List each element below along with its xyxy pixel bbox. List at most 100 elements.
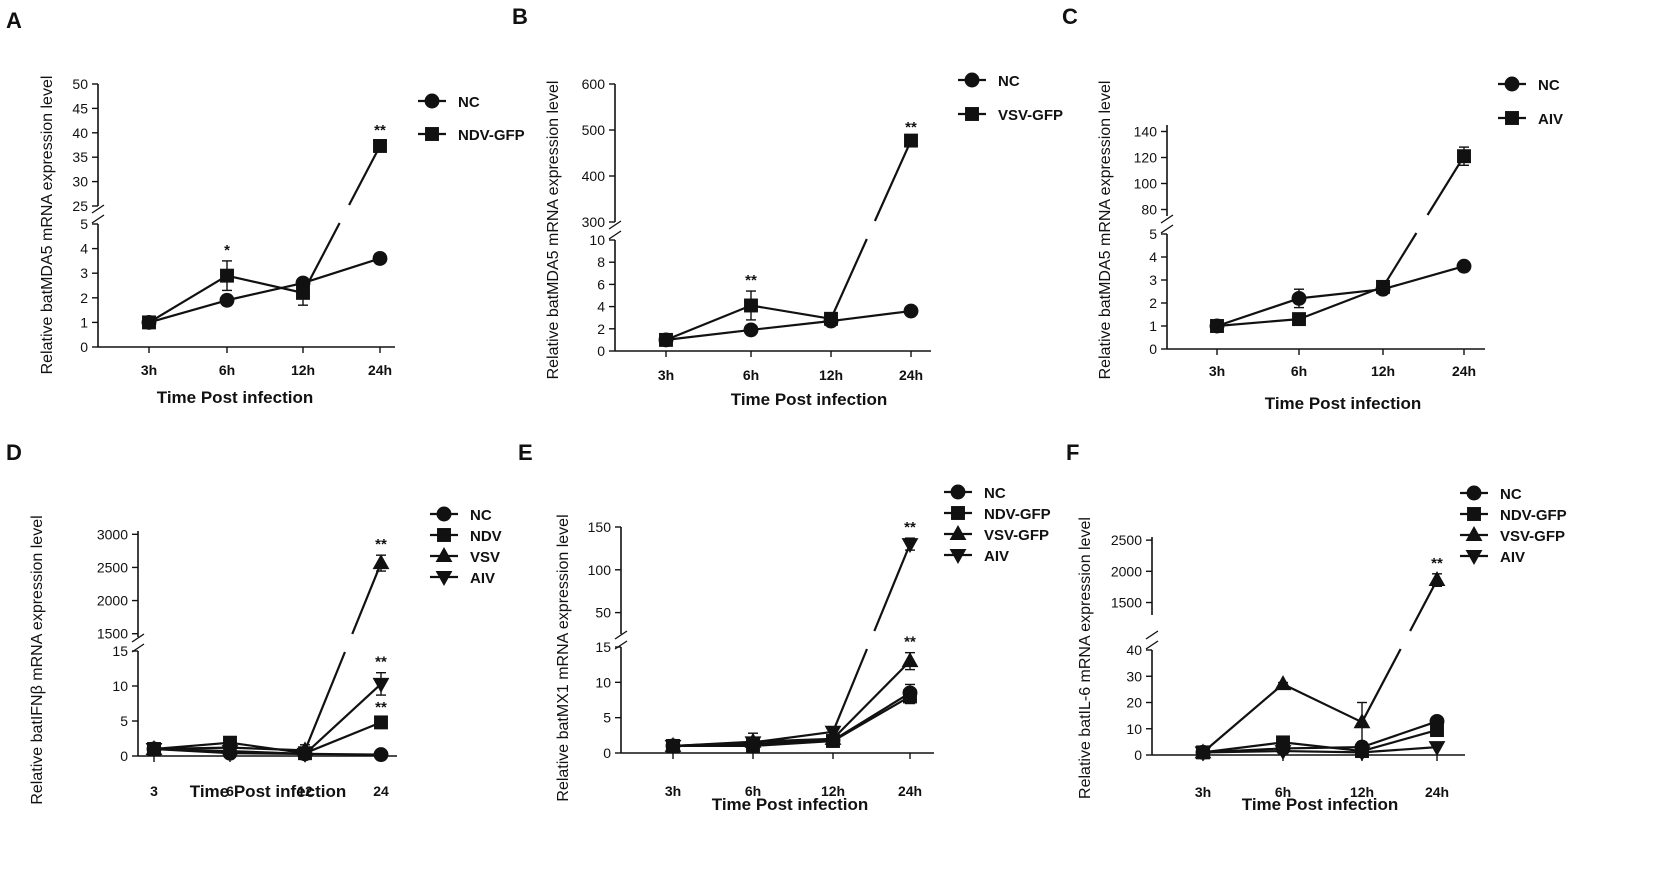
x-tick-label: 24h <box>368 362 392 378</box>
legend-item-aiv: AIV <box>1460 549 1525 566</box>
series-line-segment <box>830 309 912 323</box>
series-line-segment <box>1282 683 1363 724</box>
x-axis-title: Time Post infection <box>190 782 347 801</box>
significance-marker: ** <box>1431 555 1443 572</box>
series-line-segment <box>672 741 754 748</box>
data-point-triangle-down <box>372 677 390 693</box>
legend-item-vsv: VSV <box>430 547 500 566</box>
data-point-square <box>904 133 918 148</box>
series-nc <box>658 303 919 348</box>
y-tick-label: 35 <box>72 149 88 165</box>
legend-label: NC <box>998 73 1020 90</box>
data-point-triangle-down <box>145 743 163 758</box>
y-tick-label: 150 <box>588 519 612 535</box>
y-tick-label: 300 <box>582 214 606 230</box>
panel-c: C 80 100 120 140 0 1 2 3 4 5 3h 6h 12h 24h Time Post in… <box>1062 4 1563 413</box>
legend-item-aiv: AIV <box>944 548 1009 565</box>
y-tick-label: 2500 <box>1111 532 1142 548</box>
data-point-square <box>903 689 917 704</box>
series-nc <box>1209 258 1472 334</box>
series-line-segment <box>229 750 306 755</box>
series-line-segment <box>1361 729 1438 753</box>
legend-marker-triangle <box>949 525 967 540</box>
data-point-circle <box>372 251 388 266</box>
data-point-triangle <box>1274 675 1292 691</box>
x-tick-label: 12h <box>291 362 315 378</box>
series-line-segment <box>1202 683 1284 754</box>
x-tick-label: 3h <box>141 362 157 378</box>
panel-letter-c: C <box>1062 4 1078 29</box>
significance-marker: ** <box>375 536 387 553</box>
y-tick-label: 2 <box>80 290 88 306</box>
axis-break-mark <box>614 630 628 640</box>
legend-marker-square <box>1505 111 1519 125</box>
legend-marker-circle <box>964 72 980 88</box>
series-line-segment <box>829 238 868 320</box>
data-point-square <box>824 311 838 326</box>
legend-marker-square <box>437 528 451 542</box>
significance-marker: ** <box>905 119 917 136</box>
y-tick-label: 45 <box>72 100 88 116</box>
y-axis-title: Relative batMDA5 mRNA expression level <box>1097 81 1114 380</box>
x-tick-label: 24 <box>373 783 389 799</box>
y-tick-label: 0 <box>597 343 605 359</box>
series-line-segment <box>226 274 304 294</box>
x-axis-title: Time Post infection <box>712 795 869 814</box>
series-vsv-gfp <box>1194 571 1446 759</box>
series-ndv-gfp <box>1196 723 1444 760</box>
y-tick-label: 40 <box>1126 642 1142 658</box>
significance-marker: ** <box>375 654 387 671</box>
y-tick-label: 0 <box>80 339 88 355</box>
series-ndv-gfp <box>142 139 387 330</box>
y-axis-title: Relative batIFNβ mRNA expression level <box>29 515 46 804</box>
legend-label: VSV-GFP <box>998 107 1063 124</box>
legend-item-nc: NC <box>418 93 480 111</box>
legend-marker-circle <box>950 484 966 500</box>
series-line-segment <box>1382 232 1418 288</box>
y-tick-label: 4 <box>80 241 88 257</box>
legend-label: VSV-GFP <box>984 527 1049 544</box>
y-axis-title: Relative batMDA5 mRNA expression level <box>545 81 562 380</box>
x-tick-label: 12 <box>297 783 313 799</box>
y-tick-label: 20 <box>1126 695 1142 711</box>
axis-break-mark <box>608 230 622 240</box>
legend-label: NDV-GFP <box>458 127 525 144</box>
y-tick-label: 10 <box>1126 721 1142 737</box>
data-point-circle <box>219 292 235 308</box>
legend-label: NC <box>458 94 480 111</box>
y-tick-label: 1 <box>1149 318 1157 334</box>
data-point-square <box>374 715 388 730</box>
x-tick-label: 24h <box>1425 784 1449 800</box>
series-aiv <box>1210 146 1471 333</box>
legend-marker-square <box>965 107 979 121</box>
series-line-segment <box>1298 285 1384 321</box>
series-line-segment <box>1216 318 1300 328</box>
series-line-segment <box>302 222 341 294</box>
y-tick-label: 50 <box>595 605 611 621</box>
data-point-square <box>744 298 758 313</box>
legend-item-nc: NC <box>1460 485 1522 503</box>
x-tick-label: 6h <box>745 783 761 799</box>
y-tick-label: 2 <box>597 321 605 337</box>
panel-e: E 50 100 150 0 5 10 15 3h 6h 12h 24h Time Post infec… <box>518 440 1051 814</box>
y-tick-label: 5 <box>120 713 128 729</box>
y-tick-label: 10 <box>112 678 128 694</box>
y-tick-label: 140 <box>1134 124 1158 140</box>
data-point-square <box>296 285 310 300</box>
series-line-segment <box>1361 720 1438 749</box>
axis-break-mark <box>1160 214 1174 224</box>
legend-item-vsv-gfp: VSV-GFP <box>958 107 1063 124</box>
y-tick-label: 1500 <box>1111 595 1142 611</box>
legend-item-ndv-gfp: NDV-GFP <box>944 506 1051 523</box>
y-tick-label: 6 <box>597 276 605 292</box>
panel-letter-a: A <box>6 8 22 33</box>
significance-marker: ** <box>745 272 757 289</box>
series-line-segment <box>1216 297 1300 328</box>
y-tick-label: 5 <box>1149 226 1157 242</box>
series-line-segment <box>752 730 834 744</box>
series-aiv <box>1194 741 1446 762</box>
legend-label: NC <box>984 485 1006 502</box>
legend-label: VSV-GFP <box>1500 528 1565 545</box>
legend-label: AIV <box>470 570 495 587</box>
series-line-segment <box>1282 741 1363 753</box>
